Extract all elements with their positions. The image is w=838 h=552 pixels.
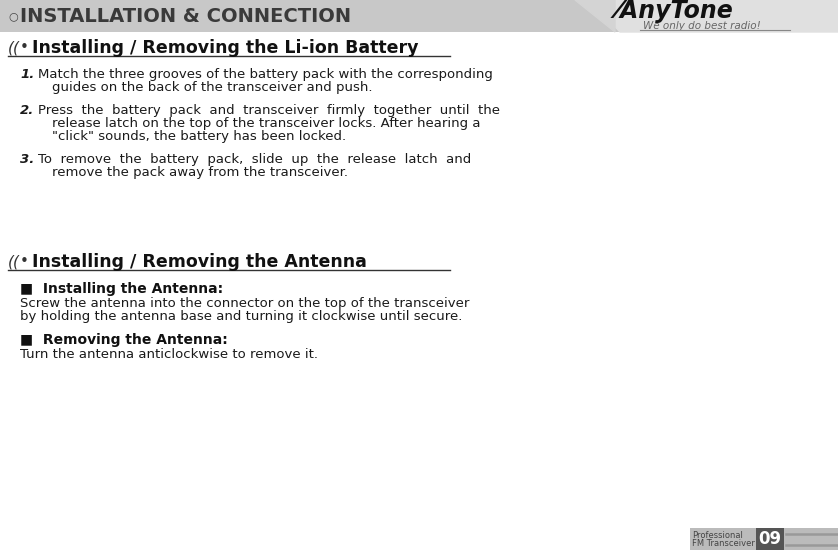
Text: Turn the antenna anticlockwise to remove it.: Turn the antenna anticlockwise to remove… (20, 348, 318, 361)
Text: ⁄AnyTone: ⁄AnyTone (617, 0, 734, 23)
Text: •: • (20, 254, 28, 269)
Text: Professional: Professional (692, 530, 742, 539)
Text: guides on the back of the transceiver and push.: guides on the back of the transceiver an… (52, 81, 373, 94)
Text: Match the three grooves of the battery pack with the corresponding: Match the three grooves of the battery p… (38, 68, 493, 81)
FancyBboxPatch shape (690, 528, 838, 550)
FancyBboxPatch shape (756, 528, 784, 550)
Text: release latch on the top of the transceiver locks. After hearing a: release latch on the top of the transcei… (52, 117, 480, 130)
Text: ((: (( (8, 254, 20, 269)
Text: ○: ○ (8, 11, 18, 21)
Text: 1.: 1. (20, 68, 34, 81)
Text: ■  Installing the Antenna:: ■ Installing the Antenna: (20, 282, 223, 296)
Text: INSTALLATION & CONNECTION: INSTALLATION & CONNECTION (20, 7, 351, 25)
Text: 09: 09 (758, 530, 782, 548)
Text: Installing / Removing the Antenna: Installing / Removing the Antenna (32, 253, 367, 271)
Text: We only do best radio!: We only do best radio! (643, 21, 761, 31)
Text: FM Transceiver: FM Transceiver (692, 539, 755, 549)
Text: Press  the  battery  pack  and  transceiver  firmly  together  until  the: Press the battery pack and transceiver f… (38, 104, 500, 117)
Text: Screw the antenna into the connector on the top of the transceiver: Screw the antenna into the connector on … (20, 297, 469, 310)
Text: 2.: 2. (20, 104, 34, 117)
Text: ■  Removing the Antenna:: ■ Removing the Antenna: (20, 333, 228, 347)
Text: 3.: 3. (20, 153, 34, 166)
Text: Installing / Removing the Li-ion Battery: Installing / Removing the Li-ion Battery (32, 39, 418, 57)
Polygon shape (590, 0, 838, 32)
Polygon shape (575, 0, 615, 32)
Text: by holding the antenna base and turning it clockwise until secure.: by holding the antenna base and turning … (20, 310, 463, 323)
Text: "click" sounds, the battery has been locked.: "click" sounds, the battery has been loc… (52, 130, 346, 143)
Text: To  remove  the  battery  pack,  slide  up  the  release  latch  and: To remove the battery pack, slide up the… (38, 153, 471, 166)
Text: ((: (( (8, 40, 20, 56)
Text: •: • (20, 40, 28, 56)
Text: remove the pack away from the transceiver.: remove the pack away from the transceive… (52, 166, 348, 179)
FancyBboxPatch shape (0, 0, 838, 32)
